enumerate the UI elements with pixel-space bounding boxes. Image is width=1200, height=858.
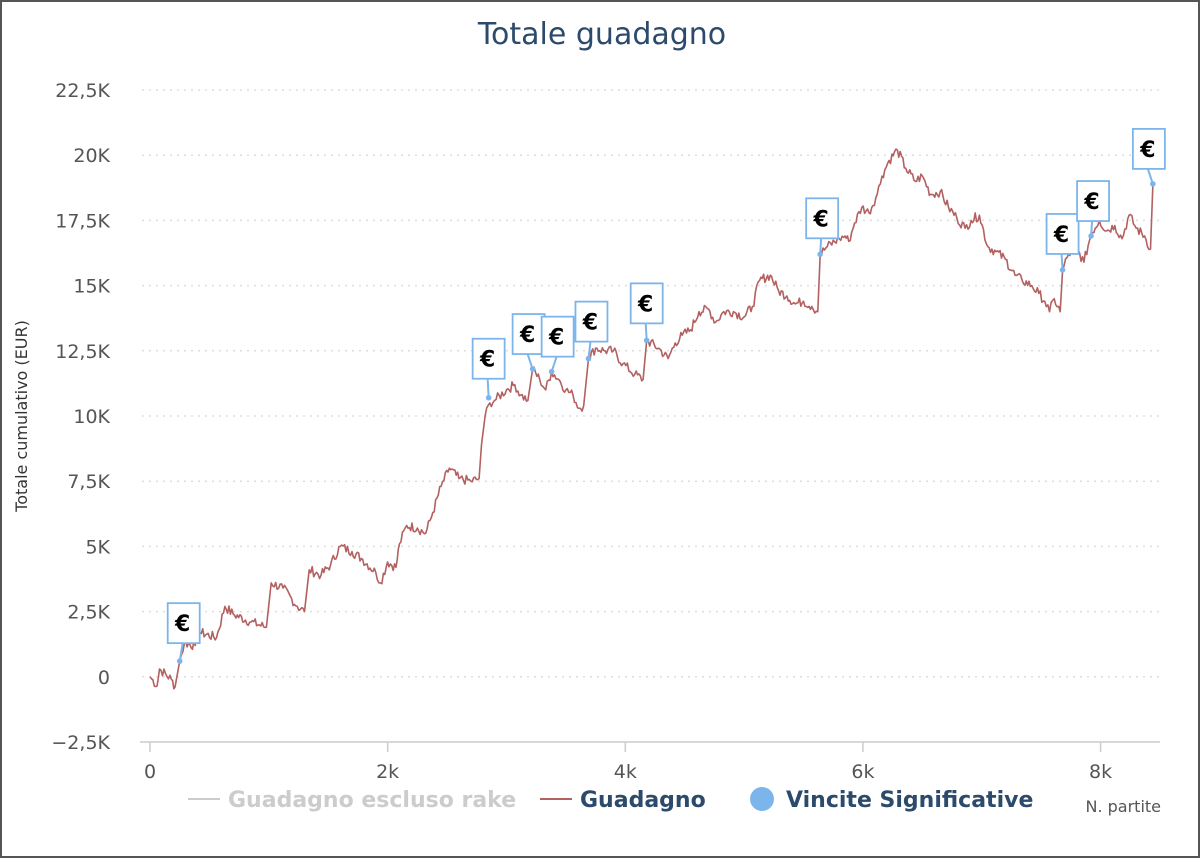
flag-box — [574, 300, 609, 343]
flag-box — [540, 315, 575, 358]
flag-stem — [644, 323, 648, 341]
significant-win-point — [529, 366, 536, 372]
flag-marker[interactable]: € — [1045, 213, 1080, 273]
x-tick-label: 8k — [1089, 761, 1112, 783]
significant-win-point — [176, 658, 183, 664]
significant-win-point — [1150, 181, 1156, 187]
y-tick-label: 15K — [73, 276, 110, 298]
flag-marker[interactable]: € — [629, 282, 664, 344]
legend-item[interactable]: Guadagno — [540, 788, 706, 813]
y-axis-title: Totale cumulativo (EUR) — [12, 320, 31, 513]
series-layer — [149, 148, 1154, 690]
y-tick-label: 2,5K — [67, 602, 110, 624]
flag-label: € — [174, 612, 190, 637]
x-tick-label: 6k — [851, 761, 874, 783]
flag-label: € — [582, 311, 598, 336]
x-axis-title: N. partite — [1085, 797, 1161, 816]
legend-label: Guadagno — [580, 788, 706, 813]
x-tick-label: 0 — [144, 761, 156, 783]
flag-marker[interactable]: € — [166, 602, 201, 664]
y-tick-label: 17,5K — [55, 210, 110, 232]
y-tick-label: 7,5K — [67, 471, 110, 493]
flag-box — [805, 197, 840, 240]
axes: −2,5K 0 2,5K 5K 7,5K 10K 12,5K 15K 17,5K 20K 22,5K… — [51, 80, 1160, 783]
y-tick-label: 5K — [85, 536, 110, 558]
flag-box — [629, 282, 664, 325]
significant-win-point — [1088, 233, 1094, 239]
flag-box — [1131, 127, 1166, 170]
flag-marker[interactable]: € — [511, 313, 546, 372]
legend-item[interactable]: Vincite Significative — [750, 787, 1033, 813]
significant-win-point — [643, 337, 650, 344]
flag-label: € — [1053, 223, 1069, 248]
legend-item[interactable]: Guadagno escluso rake — [188, 788, 516, 813]
flag-marker[interactable]: € — [540, 315, 575, 375]
flag-marker[interactable]: € — [1131, 127, 1166, 187]
flag-box — [1076, 180, 1110, 222]
flag-box — [166, 602, 201, 645]
flag-marker[interactable]: € — [471, 337, 506, 401]
flag-label: € — [519, 323, 535, 348]
flag-label: € — [1139, 138, 1155, 163]
flag-stem — [178, 642, 184, 662]
flag-box — [1045, 213, 1080, 255]
flag-stem — [486, 378, 490, 398]
legend-circle-swatch — [750, 787, 774, 811]
flag-box — [471, 337, 506, 380]
legend-label: Guadagno escluso rake — [228, 788, 516, 813]
y-tick-label: 22,5K — [55, 80, 110, 102]
y-tick-label: 0 — [98, 667, 110, 689]
flag-label: € — [1083, 190, 1099, 215]
flag-label: € — [479, 348, 495, 373]
y-tick-label: 12,5K — [55, 341, 110, 363]
chart-title: Totale guadagno — [477, 17, 726, 52]
flag-label: € — [637, 292, 653, 317]
legend-label: Vincite Significative — [786, 788, 1033, 813]
flag-marker[interactable]: € — [1076, 180, 1110, 239]
flags-layer: € € € € € € € € € € — [166, 127, 1166, 664]
x-tick-label: 4k — [614, 761, 637, 783]
flag-marker[interactable]: € — [805, 197, 840, 258]
flag-label: € — [813, 207, 829, 232]
flag-stem — [587, 341, 592, 359]
flag-label: € — [548, 326, 564, 351]
series-line-guadagno — [149, 148, 1154, 690]
y-tick-label: −2,5K — [51, 732, 110, 754]
grid-lines — [142, 89, 1160, 678]
flag-marker[interactable]: € — [574, 300, 609, 362]
y-tick-label: 10K — [73, 406, 110, 428]
significant-win-point — [485, 394, 492, 401]
significant-win-point — [585, 355, 592, 362]
legend: Guadagno escluso rake Guadagno Vincite Sig… — [188, 787, 1033, 813]
significant-win-point — [817, 251, 823, 258]
significant-win-point — [548, 368, 555, 375]
x-tick-label: 2k — [376, 761, 399, 783]
y-tick-label: 20K — [73, 145, 110, 167]
significant-win-point — [1059, 267, 1066, 273]
